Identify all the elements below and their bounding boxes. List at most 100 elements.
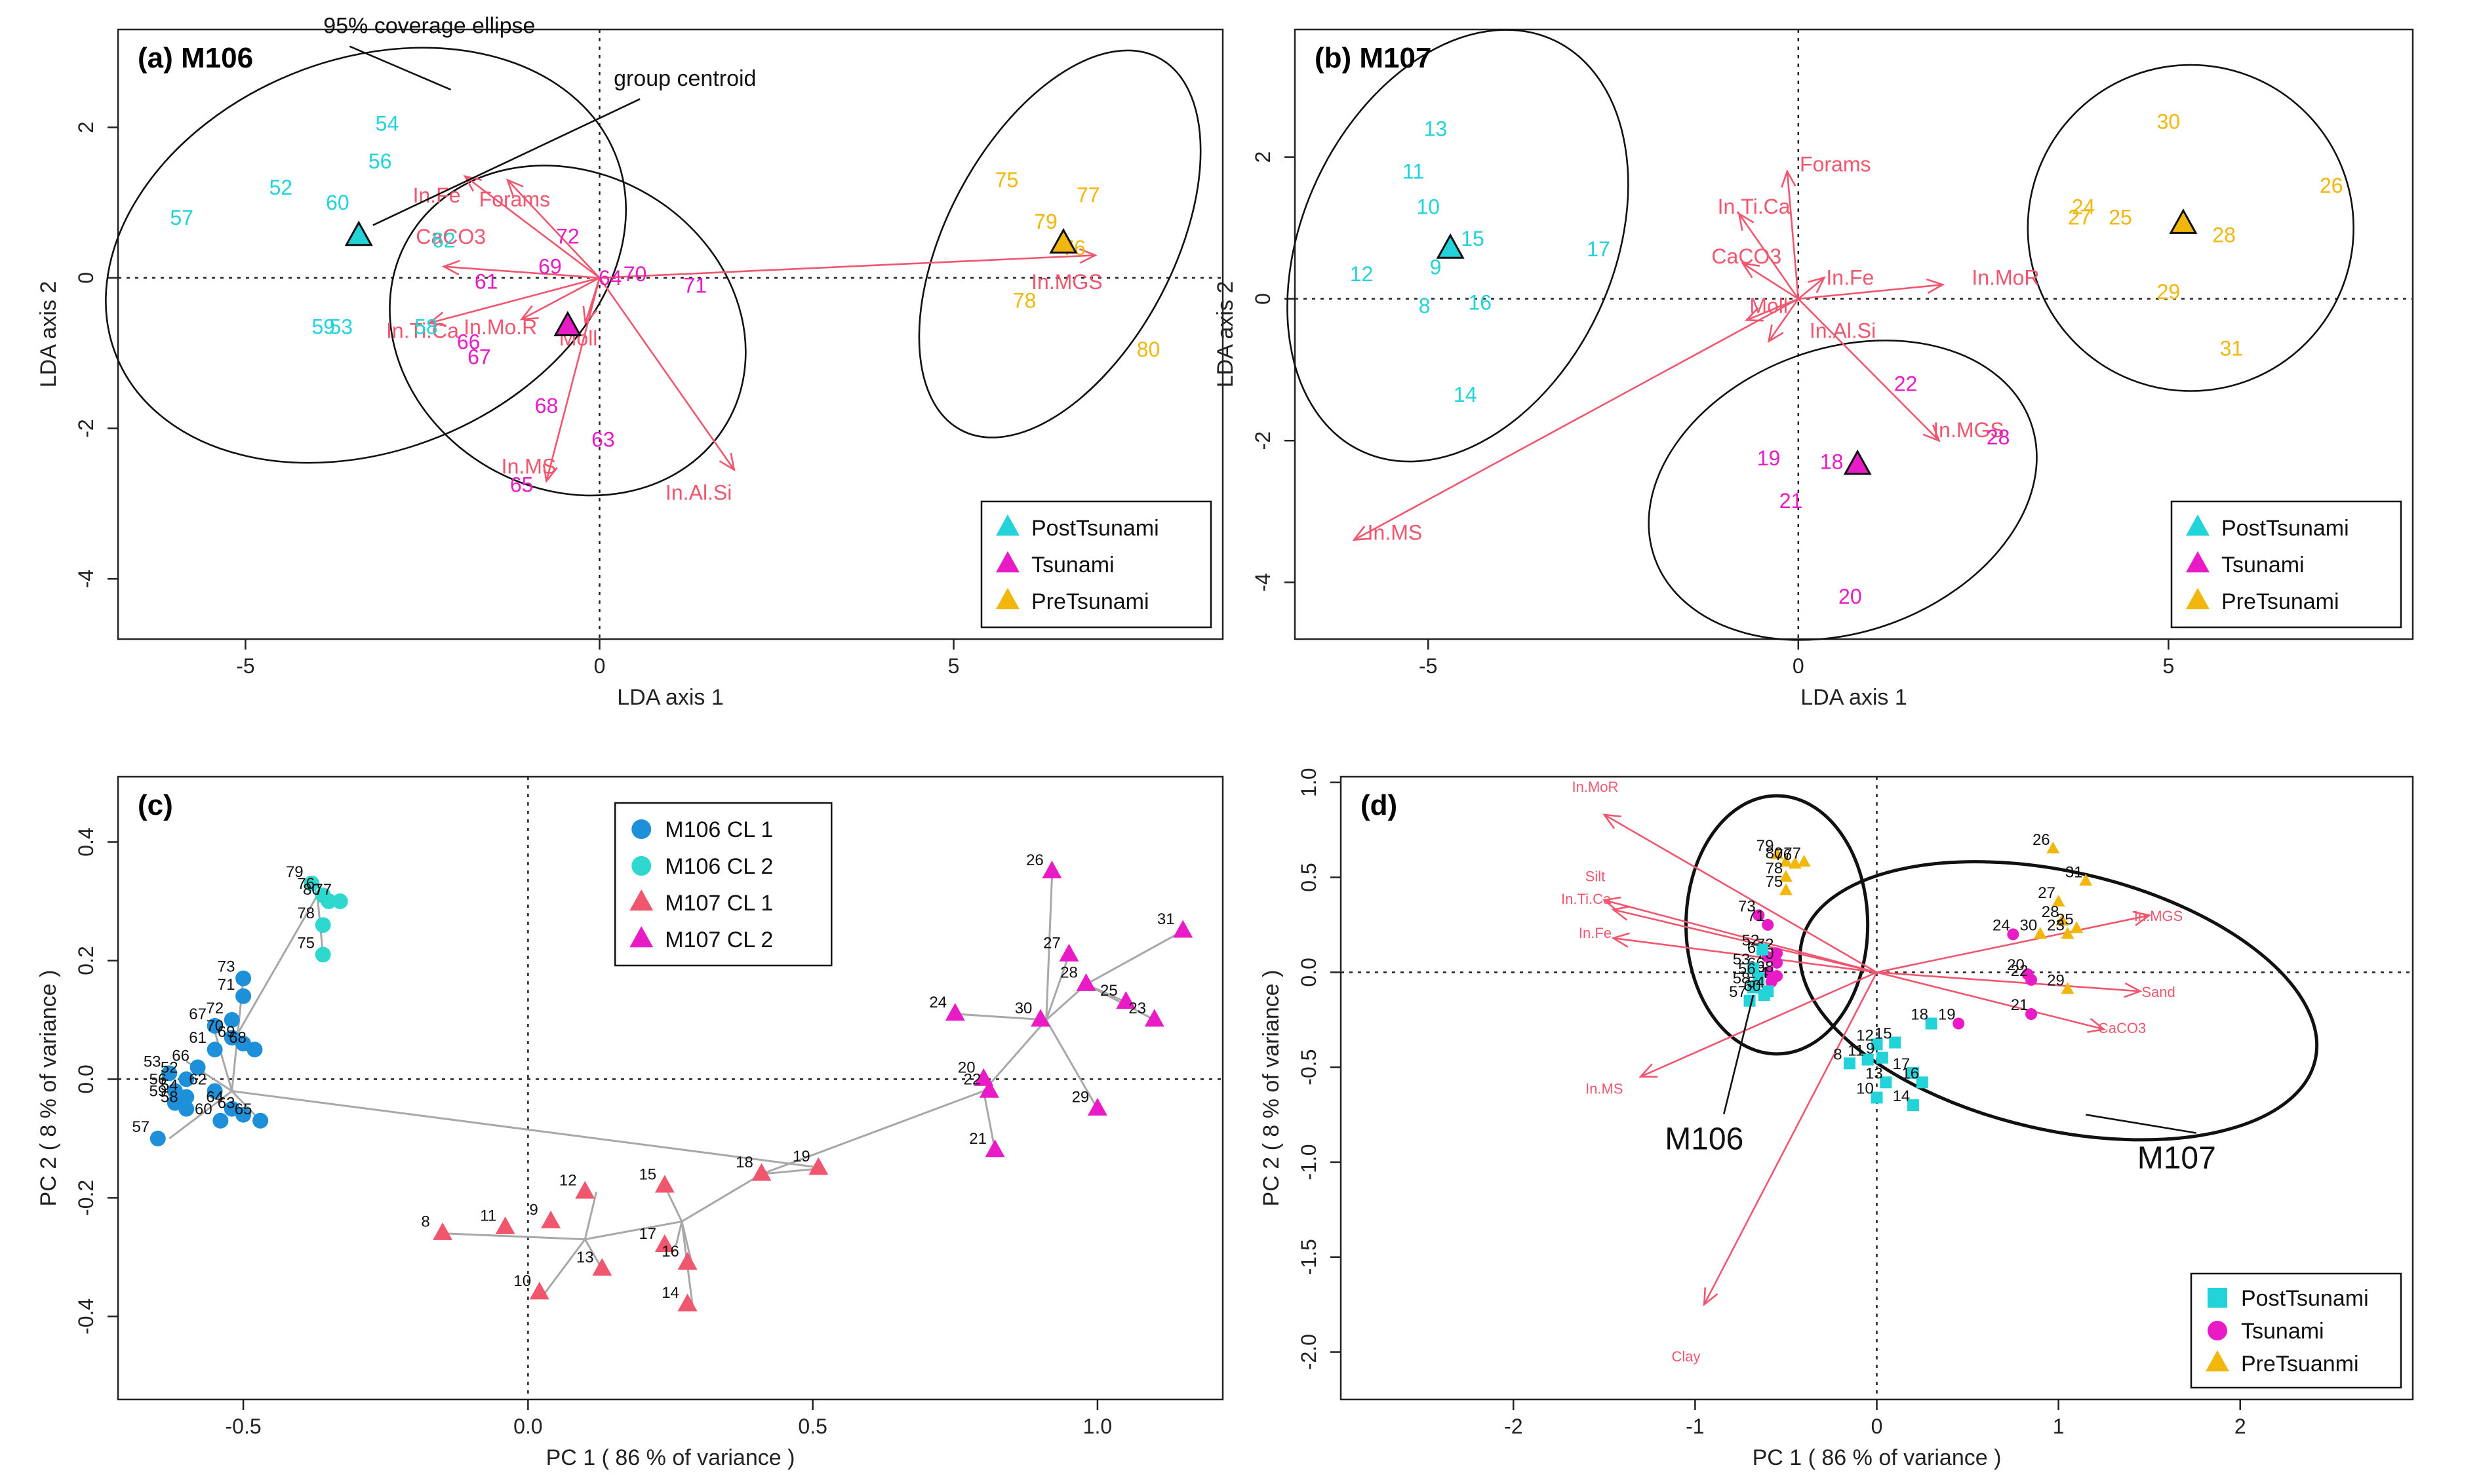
panel-c-point-marker (677, 1252, 698, 1270)
panel-c-link (214, 1031, 233, 1091)
panel-d-point-label: 22 (2011, 962, 2029, 980)
panel-c-point-marker (207, 1042, 223, 1058)
panel-d-ytick-label: 0.5 (1297, 863, 1320, 891)
panel-c-link (1085, 929, 1183, 985)
panel-c-point-marker (1173, 920, 1193, 938)
panel-d-vector-shaft (1604, 899, 1877, 973)
panel-b-point-label: 19 (1757, 446, 1781, 470)
panel-b-vector-head (1781, 169, 1796, 188)
panel-b-point-label: 15 (1461, 227, 1484, 250)
panel-c-point-marker (235, 1106, 252, 1123)
panel-c-xtick-label: 0.5 (798, 1415, 827, 1438)
panel-b-point-label: 12 (1350, 262, 1374, 286)
panel-c-point-marker (985, 1139, 1005, 1158)
panel-b-point-label: 28 (1987, 425, 2010, 449)
panel-d-point-marker (1797, 855, 1811, 867)
panel-c-point-label: 8 (421, 1213, 429, 1231)
panel-c-legend-marker (631, 819, 652, 839)
panel-a-vector-head (427, 311, 447, 327)
panel-c-point-marker (315, 917, 331, 933)
panel-c-point-label: 28 (1060, 964, 1078, 982)
panel-d-point-label: 15 (1874, 1025, 1892, 1042)
panel-c-link (681, 1173, 763, 1222)
panel-a-point-label: 71 (684, 273, 707, 297)
panel-a-vector-shaft (521, 277, 601, 321)
panel-d-point-label: 24 (1993, 916, 2010, 934)
panel-b-vector-label: In.Al.Si (1810, 319, 1876, 342)
panel-b-legend-label: Tsunami (2221, 553, 2305, 577)
panel-a-vector-head (441, 260, 460, 276)
panel-d-title: (d) (1360, 789, 1397, 821)
panel-c-point-marker (1042, 861, 1062, 879)
panel-b-xtick-label: -5 (1419, 654, 1437, 678)
panel-d-point-marker (2061, 982, 2074, 994)
panel-c-point-marker (235, 988, 252, 1004)
panel-d-vector-shaft (1703, 971, 1878, 1305)
panel-c-point-label: 61 (189, 1029, 207, 1047)
panel-c-point-label: 65 (235, 1101, 252, 1118)
panel-d-group-label: M106 (1665, 1122, 1743, 1157)
panel-a-legend-marker (996, 587, 1020, 610)
panel-d-point-label: 80 (1766, 844, 1783, 862)
panel-d-vector-head (1703, 1287, 1718, 1307)
panel-a-vector-head (463, 174, 482, 192)
panel-b-point-label: 21 (1779, 489, 1803, 513)
panel-c-point-marker (1087, 1097, 1107, 1116)
panel-b-vector-shaft (1738, 213, 1799, 300)
panel-d-vector-label: Sand (2141, 984, 2175, 1000)
panel-d-ytick-label: 0.0 (1297, 958, 1320, 986)
panel-a-vector-shaft (429, 277, 600, 324)
panel-c-point-label: 18 (736, 1154, 753, 1171)
panel-c-point-label: 27 (1043, 934, 1061, 952)
panel-a-vector-head (582, 305, 598, 325)
panel-d-vector-label: In.MGS (2134, 908, 2183, 924)
panel-c-point-label: 56 (149, 1071, 167, 1089)
panel-a-annotation: group centroid (614, 66, 756, 91)
panel-a-point-label: 72 (556, 225, 580, 248)
panel-c-ytick-label: -0.2 (74, 1180, 98, 1216)
panel-d-legend-label: Tsunami (2241, 1319, 2324, 1344)
panel-c-point-label: 29 (1072, 1089, 1090, 1106)
panel-d-point-marker (2007, 928, 2019, 941)
panel-b-vector-head (1352, 526, 1372, 541)
panel-d-point-label: 27 (2038, 884, 2055, 902)
panel-c-link (955, 1013, 1046, 1021)
panel-a-centroid-post (344, 220, 373, 246)
panel-c-point-marker (541, 1210, 561, 1228)
panel-d-point-label: 53 (1733, 951, 1751, 969)
panel-d-vector-shaft (1640, 971, 1878, 1078)
panel-d-point-label: 14 (1893, 1087, 1911, 1105)
panel-c-point-label: 72 (206, 1000, 224, 1017)
panel-b-vector-shaft (1742, 262, 1799, 300)
panel-c-point-marker (252, 1112, 269, 1129)
panel-c-ytick-label: -0.4 (74, 1298, 98, 1335)
panel-d-ytick-label: -2.0 (1297, 1334, 1320, 1370)
panel-c-point-label: 9 (529, 1201, 538, 1219)
panel-b-ellipse-1 (1648, 340, 2038, 641)
panel-a-ellipse-1 (389, 165, 747, 497)
panel-c-point-label: 66 (172, 1047, 189, 1064)
panel-b-legend-label: PreTsunami (2221, 589, 2339, 614)
panel-d-point-label: 8 (1833, 1045, 1842, 1063)
panel-c-link (983, 1019, 1047, 1092)
panel-d-point-label: 57 (1729, 983, 1747, 1001)
panel-c-point-label: 16 (662, 1243, 679, 1260)
panel-d-vector-head (1602, 813, 1621, 829)
panel-a-legend-label: PreTsunami (1031, 589, 1149, 614)
panel-b-ytick-label: -2 (1251, 431, 1275, 450)
panel-d-point-marker (2055, 913, 2069, 926)
panel-b-point-label: 10 (1416, 195, 1440, 218)
panel-b-point-label: 24 (2072, 195, 2095, 218)
panel-c-point-marker (1116, 991, 1136, 1009)
panel-d-point-marker (2070, 921, 2084, 933)
panel-b-vector-label: In.Fe (1826, 265, 1874, 289)
panel-c-point-marker (332, 893, 348, 909)
panel-d-point-label: 77 (1783, 844, 1801, 862)
panel-d-point-label: 25 (2056, 911, 2074, 929)
panel-d-vector-shaft (1604, 813, 1878, 973)
panel-d-point-label: 26 (2033, 831, 2050, 849)
panel-b-vector-label: In.Ti.Ca (1718, 195, 1791, 218)
panel-d-point-marker (1916, 1076, 1928, 1089)
panel-d-point-marker (1771, 956, 1783, 969)
panel-c-legend-box (614, 802, 833, 967)
